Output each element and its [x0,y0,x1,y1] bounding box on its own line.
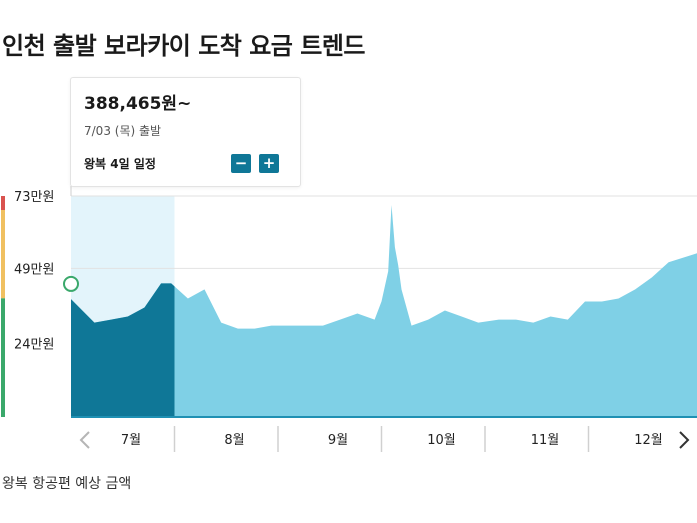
scale-segment [1,196,5,210]
fare-trend-chart[interactable]: 7월 8월 9월 10월 11월 12월 73만원 49만원 24만원 [0,0,697,460]
y-tick-label: 24만원 [14,338,54,353]
scale-segment [1,210,5,299]
month-tab-label[interactable]: 7월 [121,433,141,448]
prev-month-arrow-icon[interactable] [79,431,90,449]
chart-caption: 왕복 항공편 예상 금액 [2,476,132,492]
increase-duration-button[interactable]: + [259,154,279,173]
tooltip-departure-date: 7/03 (목) 출발 [84,124,162,138]
price-level-scale-bar [1,196,5,417]
selected-range-area [71,283,175,416]
next-month-arrow-icon[interactable] [679,431,690,449]
y-tick-label: 49만원 [14,262,54,277]
y-axis-labels: 73만원 49만원 24만원 [14,190,54,353]
price-tooltip-card: 388,465원~ 7/03 (목) 출발 왕복 4일 일정 − + [70,77,301,187]
month-axis: 7월 8월 9월 10월 11월 12월 [121,426,663,452]
tooltip-trip-duration: 왕복 4일 일정 [84,157,156,171]
y-tick-label: 73만원 [14,190,54,205]
month-tab-label[interactable]: 9월 [328,433,348,448]
month-tab-label[interactable]: 11월 [531,433,560,448]
selected-date-marker[interactable] [63,275,79,292]
scale-segment [1,298,5,417]
month-tab-label[interactable]: 8월 [224,433,244,448]
page-title: 인천 출발 보라카이 도착 요금 트렌드 [2,32,365,60]
decrease-duration-button[interactable]: − [231,154,251,173]
month-tab-label[interactable]: 12월 [634,433,663,448]
month-tab-label[interactable]: 10월 [427,433,456,448]
tooltip-price: 388,465원~ [84,94,192,114]
fare-area-series [71,205,697,416]
